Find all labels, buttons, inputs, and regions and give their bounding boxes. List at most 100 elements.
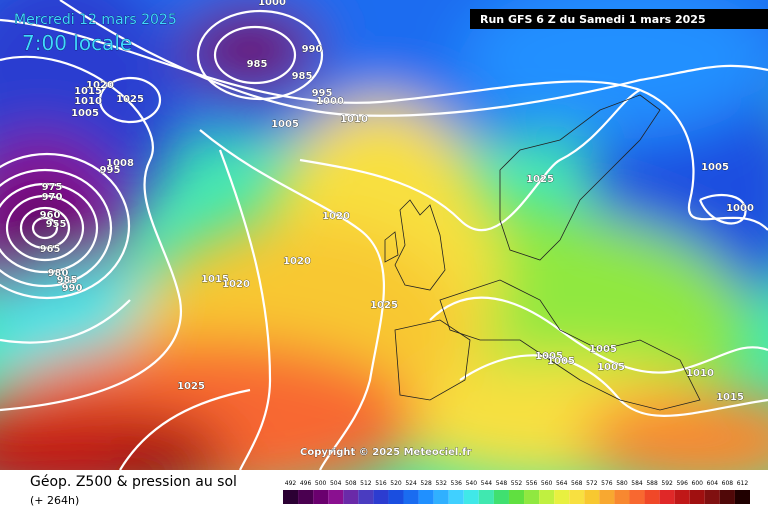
footer-lead: (+ 264h) — [30, 494, 79, 507]
scale-label: 604 — [707, 480, 719, 487]
scale-label: 500 — [315, 480, 327, 487]
scale-label: 564 — [556, 480, 568, 487]
isobar-label: 1000 — [258, 0, 286, 8]
scale-swatch — [629, 490, 645, 504]
scale-swatch — [343, 490, 359, 504]
scale-label: 552 — [511, 480, 523, 487]
isobar-label: 965 — [40, 244, 61, 255]
isobar-label: 1005 — [597, 362, 625, 373]
scale-label: 492 — [285, 480, 297, 487]
scale-label: 540 — [466, 480, 478, 487]
scale-label: 524 — [405, 480, 417, 487]
scale-swatch — [283, 490, 299, 504]
scale-swatch — [539, 490, 555, 504]
scale-swatch — [298, 490, 314, 504]
copyright: Copyright © 2025 Meteociel.fr — [300, 447, 471, 458]
scale-swatch — [493, 490, 509, 504]
isobar-label: 1008 — [106, 158, 134, 169]
scale-swatch — [704, 490, 720, 504]
scale-label: 544 — [481, 480, 493, 487]
scale-swatch — [569, 490, 585, 504]
isobar-label: 1025 — [370, 300, 398, 311]
field-blob — [2, 192, 78, 264]
scale-swatch — [463, 490, 479, 504]
scale-label: 608 — [722, 480, 734, 487]
scale-label: 560 — [541, 480, 553, 487]
scale-label: 596 — [676, 480, 688, 487]
isobar-label: 1015 — [74, 86, 102, 97]
scale-swatch — [719, 490, 735, 504]
coastlines — [384, 94, 701, 411]
forecast-date: Mercredi 12 mars 2025 — [14, 12, 177, 28]
scale-swatch — [328, 490, 344, 504]
isobar-label: 985 — [57, 275, 78, 286]
scale-swatch — [614, 490, 630, 504]
color-scale: 492 496 500 504 508 512 516 520 524 528 532 536 540 5… — [283, 480, 750, 504]
scale-label: 556 — [526, 480, 538, 487]
field-blob — [110, 430, 230, 470]
isobar-label: 1005 — [271, 119, 299, 130]
isobar-label: 1005 — [589, 344, 617, 355]
scale-label: 572 — [586, 480, 598, 487]
geopotential-field — [0, 0, 768, 470]
scale-label: 568 — [571, 480, 583, 487]
scale-swatch — [659, 490, 675, 504]
scale-swatch — [373, 490, 389, 504]
scale-swatch — [554, 490, 570, 504]
isobar-label: 1025 — [526, 174, 554, 185]
isobar-label: 990 — [302, 44, 323, 55]
scale-label: 512 — [360, 480, 372, 487]
scale-label: 508 — [345, 480, 357, 487]
isobar-label: 1020 — [322, 211, 350, 222]
run-banner — [470, 9, 768, 29]
isobar-label: 995 — [312, 88, 333, 99]
isobar-label: 1025 — [116, 94, 144, 105]
isobar-label: 1015 — [716, 392, 744, 403]
isobar-label: 1000 — [316, 96, 344, 107]
scale-swatch — [403, 490, 419, 504]
isobars — [0, 0, 768, 470]
isobar-label: 1005 — [535, 351, 563, 362]
isobar-label: 980 — [48, 268, 69, 279]
isobar-label: 990 — [62, 283, 83, 294]
scale-swatch — [478, 490, 494, 504]
isobar-label: 1020 — [283, 256, 311, 267]
scale-label: 548 — [496, 480, 508, 487]
scale-label: 532 — [435, 480, 447, 487]
isobar-label: 955 — [46, 219, 67, 230]
isobar-label: 1010 — [686, 368, 714, 379]
isobar-label: 995 — [100, 165, 121, 176]
scale-swatch — [734, 490, 750, 504]
isobar-labels: 1000990985985995100010201025101510101005… — [39, 0, 754, 403]
field-blob — [460, 0, 768, 140]
scale-swatch — [448, 490, 464, 504]
scale-swatch — [599, 490, 615, 504]
isobar-label: 1000 — [726, 203, 754, 214]
isobar-label: 960 — [40, 210, 61, 221]
scale-label: 496 — [300, 480, 312, 487]
scale-swatch — [674, 490, 690, 504]
forecast-time: 7:00 locale — [22, 31, 132, 55]
scale-swatch — [433, 490, 449, 504]
isobar-label: 1005 — [547, 356, 575, 367]
scale-swatch — [418, 490, 434, 504]
scale-swatch — [584, 490, 600, 504]
isobar-label: 1010 — [74, 96, 102, 107]
scale-swatch — [313, 490, 329, 504]
field-blobs — [0, 0, 768, 470]
scale-label: 504 — [330, 480, 342, 487]
scale-label: 580 — [616, 480, 628, 487]
scale-swatch — [358, 490, 374, 504]
isobar-label: 1010 — [340, 114, 368, 125]
isobar-label: 985 — [292, 71, 313, 82]
scale-label: 600 — [692, 480, 704, 487]
isobar-label: 1005 — [701, 162, 729, 173]
scale-label: 584 — [631, 480, 643, 487]
isobar-label: 975 — [42, 182, 63, 193]
isobar-label: 1015 — [201, 274, 229, 285]
scale-swatch — [689, 490, 705, 504]
scale-swatch — [644, 490, 660, 504]
isobar-label: 1025 — [177, 381, 205, 392]
field-blob — [580, 390, 768, 470]
